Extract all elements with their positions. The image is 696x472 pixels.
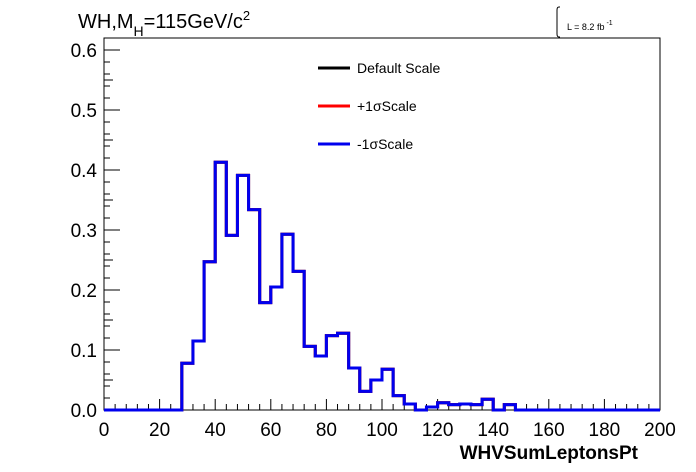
y-tick-label: 0.5 bbox=[71, 101, 97, 122]
x-tick-label: 160 bbox=[533, 420, 565, 441]
svg-text:L = 8.2 fb-1: L = 8.2 fb -1 bbox=[567, 20, 613, 32]
x-tick-label: 20 bbox=[149, 420, 170, 441]
x-axis-label: WHVSumLeptonsPt bbox=[460, 443, 639, 464]
y-tick-label: 0.0 bbox=[71, 401, 97, 422]
luminosity-label: L = 8.2 fb -1 bbox=[556, 6, 613, 38]
series-layer bbox=[104, 160, 660, 412]
x-tick-label: 200 bbox=[644, 420, 676, 441]
chart-title: WH,MH=115GeV/c2 bbox=[78, 8, 250, 39]
x-tick-label: 180 bbox=[589, 420, 621, 441]
plot-frame bbox=[103, 37, 661, 411]
series-line-2 bbox=[104, 160, 660, 412]
y-tick-label: 0.6 bbox=[71, 41, 97, 62]
x-tick-label: 80 bbox=[316, 420, 337, 441]
axes: 0 20 40 60 80 100 120 140 160 180 200 0.0 0.1 0.2 0.3 0… bbox=[71, 37, 676, 441]
y-tick-label: 0.4 bbox=[71, 161, 98, 182]
x-tick-label: 100 bbox=[366, 420, 398, 441]
y-tick-label: 0.3 bbox=[71, 221, 97, 242]
legend-label: +1σScale bbox=[357, 98, 417, 114]
y-tick-label: 0.2 bbox=[71, 281, 97, 302]
x-tick-label: 60 bbox=[260, 420, 281, 441]
x-tick-label: 120 bbox=[422, 420, 454, 441]
legend-label: -1σScale bbox=[357, 136, 413, 152]
x-tick-label: 140 bbox=[477, 420, 509, 441]
legend-label: Default Scale bbox=[357, 60, 440, 76]
legend: Default Scale +1σScale -1σScale bbox=[318, 60, 440, 152]
x-tick-label: 0 bbox=[99, 420, 110, 441]
y-tick-label: 0.1 bbox=[71, 341, 97, 362]
x-tick-label: 40 bbox=[205, 420, 226, 441]
